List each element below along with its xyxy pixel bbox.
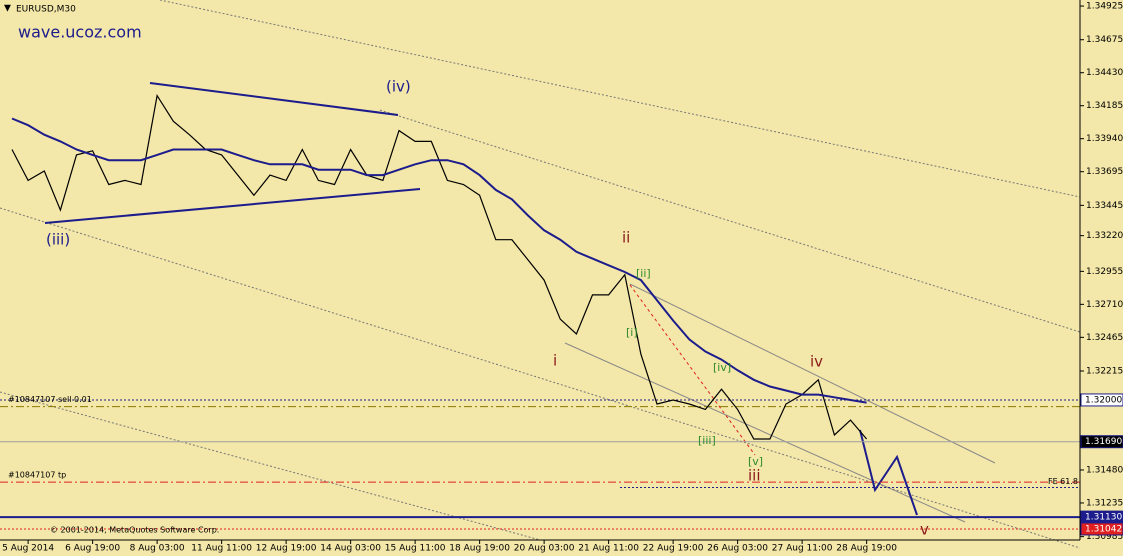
x-tick-label: 12 Aug 19:00	[256, 544, 317, 554]
y-tick-label: 1.34925	[1086, 2, 1123, 12]
y-tick-label: 1.33445	[1086, 201, 1123, 211]
wave-label: (iv)	[386, 78, 411, 96]
sub-wave-label: [v]	[748, 455, 763, 468]
x-tick-label: 28 Aug 19:00	[836, 544, 897, 554]
sub-wave-label: [iii]	[698, 434, 716, 447]
triangle-line	[44, 188, 421, 224]
x-tick-label: 18 Aug 19:00	[449, 544, 510, 554]
price-box-label: 1.31690	[1085, 437, 1122, 447]
x-tick-label: 14 Aug 03:00	[320, 544, 381, 554]
price-box	[1080, 393, 1123, 407]
triangle-line	[149, 82, 399, 116]
y-tick-label: 1.33695	[1086, 167, 1123, 177]
y-tick-label: 1.33940	[1086, 134, 1123, 144]
x-tick-label: 20 Aug 03:00	[514, 544, 575, 554]
y-tick-label: 1.34185	[1086, 101, 1123, 111]
y-tick-label: 1.33220	[1086, 231, 1123, 241]
sub-wave-label: [i]	[626, 326, 638, 339]
y-tick-label: 1.34430	[1086, 68, 1123, 78]
x-tick-label: 27 Aug 11:00	[772, 544, 833, 554]
y-tick-label: 1.32710	[1086, 300, 1123, 310]
y-tick-label: 1.31480	[1086, 465, 1123, 475]
price-box	[1080, 522, 1123, 536]
sub-wave-label: [ii]	[636, 267, 651, 280]
triangle-icon: ▼	[4, 4, 11, 14]
price-box	[1080, 435, 1123, 449]
x-tick-label: 22 Aug 19:00	[643, 544, 704, 554]
x-tick-label: 5 Aug 2014	[2, 544, 54, 554]
price-box-label: 1.32000	[1085, 395, 1122, 405]
x-tick-label: 6 Aug 19:00	[65, 544, 120, 554]
fib-line	[629, 284, 756, 456]
channel-line	[159, 0, 1081, 198]
order-label: FE 61.8	[1048, 477, 1078, 486]
channel-line	[0, 207, 1081, 549]
price-box-label: 1.31130	[1085, 513, 1122, 523]
y-tick-label: 1.34675	[1086, 35, 1123, 45]
order-label: #10847107 sell 0.01	[8, 395, 92, 404]
x-tick-label: 15 Aug 11:00	[385, 544, 446, 554]
wave-label: ii	[622, 229, 630, 247]
channel-line	[0, 391, 541, 541]
copyright: © 2001-2014, MetaQuotes Software Corp.	[50, 526, 219, 535]
plot-area	[0, 0, 1080, 540]
y-tick-label: 1.32465	[1086, 333, 1123, 343]
marks	[0, 93, 1080, 530]
y-tick-label: 1.32955	[1086, 267, 1123, 277]
wave-label: iv	[810, 353, 823, 371]
y-tick-label: 1.31235	[1086, 498, 1123, 508]
x-tick-label: 21 Aug 11:00	[578, 544, 639, 554]
chart-title: EURUSD,M30	[16, 5, 76, 15]
y-tick-label: 1.30985	[1086, 532, 1123, 542]
projection	[859, 429, 918, 516]
x-tick-label: 8 Aug 03:00	[130, 544, 185, 554]
wave-label: iii	[748, 467, 761, 485]
x-tick-label: 26 Aug 03:00	[707, 544, 768, 554]
y-tick-label: 1.32215	[1086, 366, 1123, 376]
sub-wave-label: [iv]	[713, 361, 731, 374]
channel-line	[564, 342, 966, 523]
trend-lines	[0, 0, 1081, 549]
wave-label: (iii)	[46, 231, 70, 249]
order-label: #10847107 tp	[8, 471, 66, 480]
watermark: wave.ucoz.com	[18, 23, 142, 42]
wave-label: v	[920, 521, 929, 539]
x-tick-label: 11 Aug 11:00	[191, 544, 252, 554]
price-box-label: 1.31042	[1085, 524, 1122, 534]
wave-label: i	[553, 352, 557, 370]
channel-line	[629, 283, 996, 464]
moving-average	[11, 117, 867, 404]
